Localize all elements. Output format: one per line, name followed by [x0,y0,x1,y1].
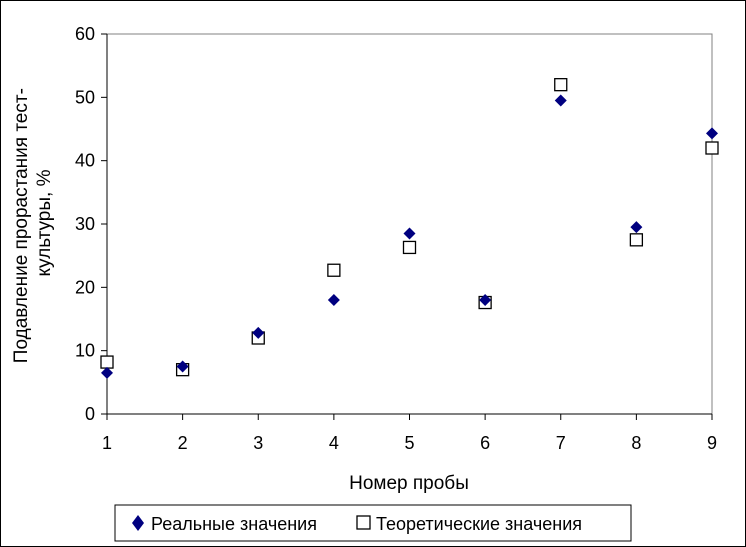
x-tick-label: 9 [707,433,717,453]
legend: Реальные значения Теоретические значения [114,504,632,542]
y-tick-label: 30 [75,214,95,234]
x-tick-label: 3 [253,433,263,453]
y-axis-title-line-1: Подавление прорастания тест- [11,88,32,363]
data-point-real [252,326,265,339]
y-tick-label: 20 [75,277,95,297]
data-point-real [479,294,492,306]
data-point-theoretical [327,263,341,277]
data-point-theoretical [629,233,644,247]
x-tick-label: 2 [178,433,188,453]
y-axis-title: Подавление прорастания тест- культуры, % [11,83,55,363]
data-point-real [327,294,340,306]
data-point-real [554,94,567,107]
y-tick-label: 50 [75,87,95,107]
y-tick-label: 10 [75,341,95,361]
data-point-theoretical [100,355,114,369]
x-axis: 1 2 3 4 5 6 7 8 9 [102,413,717,453]
series-layer [100,78,719,379]
data-point-real [403,227,416,240]
data-point-theoretical [554,78,568,92]
y-axis-title-line-2: культуры, % [34,169,55,276]
y-tick-label: 40 [75,151,95,171]
data-point-real [176,360,189,373]
x-tick-label: 7 [556,433,566,453]
legend-marker-real [132,515,144,531]
legend-label-real: Реальные значения [151,514,317,534]
plot-area [106,33,713,415]
x-tick-label: 4 [329,433,339,453]
legend-marker-theoretical [356,515,371,530]
x-axis-title: Номер пробы [349,473,469,494]
y-axis: 0 10 20 30 40 50 60 [75,24,108,424]
x-tick-label: 5 [404,433,414,453]
legend-label-theoretical: Теоретические значения [376,514,582,534]
x-tick-label: 8 [631,433,641,453]
x-tick-label: 6 [480,433,490,453]
y-tick-label: 0 [85,404,95,424]
data-point-real [630,221,643,234]
plot-border [106,33,713,415]
x-tick-label: 1 [102,433,112,453]
legend-box [114,504,632,542]
y-tick-label: 60 [75,24,95,44]
data-point-real [706,127,718,140]
data-point-real [101,366,113,379]
data-point-theoretical [402,240,417,255]
data-point-theoretical [705,141,719,155]
